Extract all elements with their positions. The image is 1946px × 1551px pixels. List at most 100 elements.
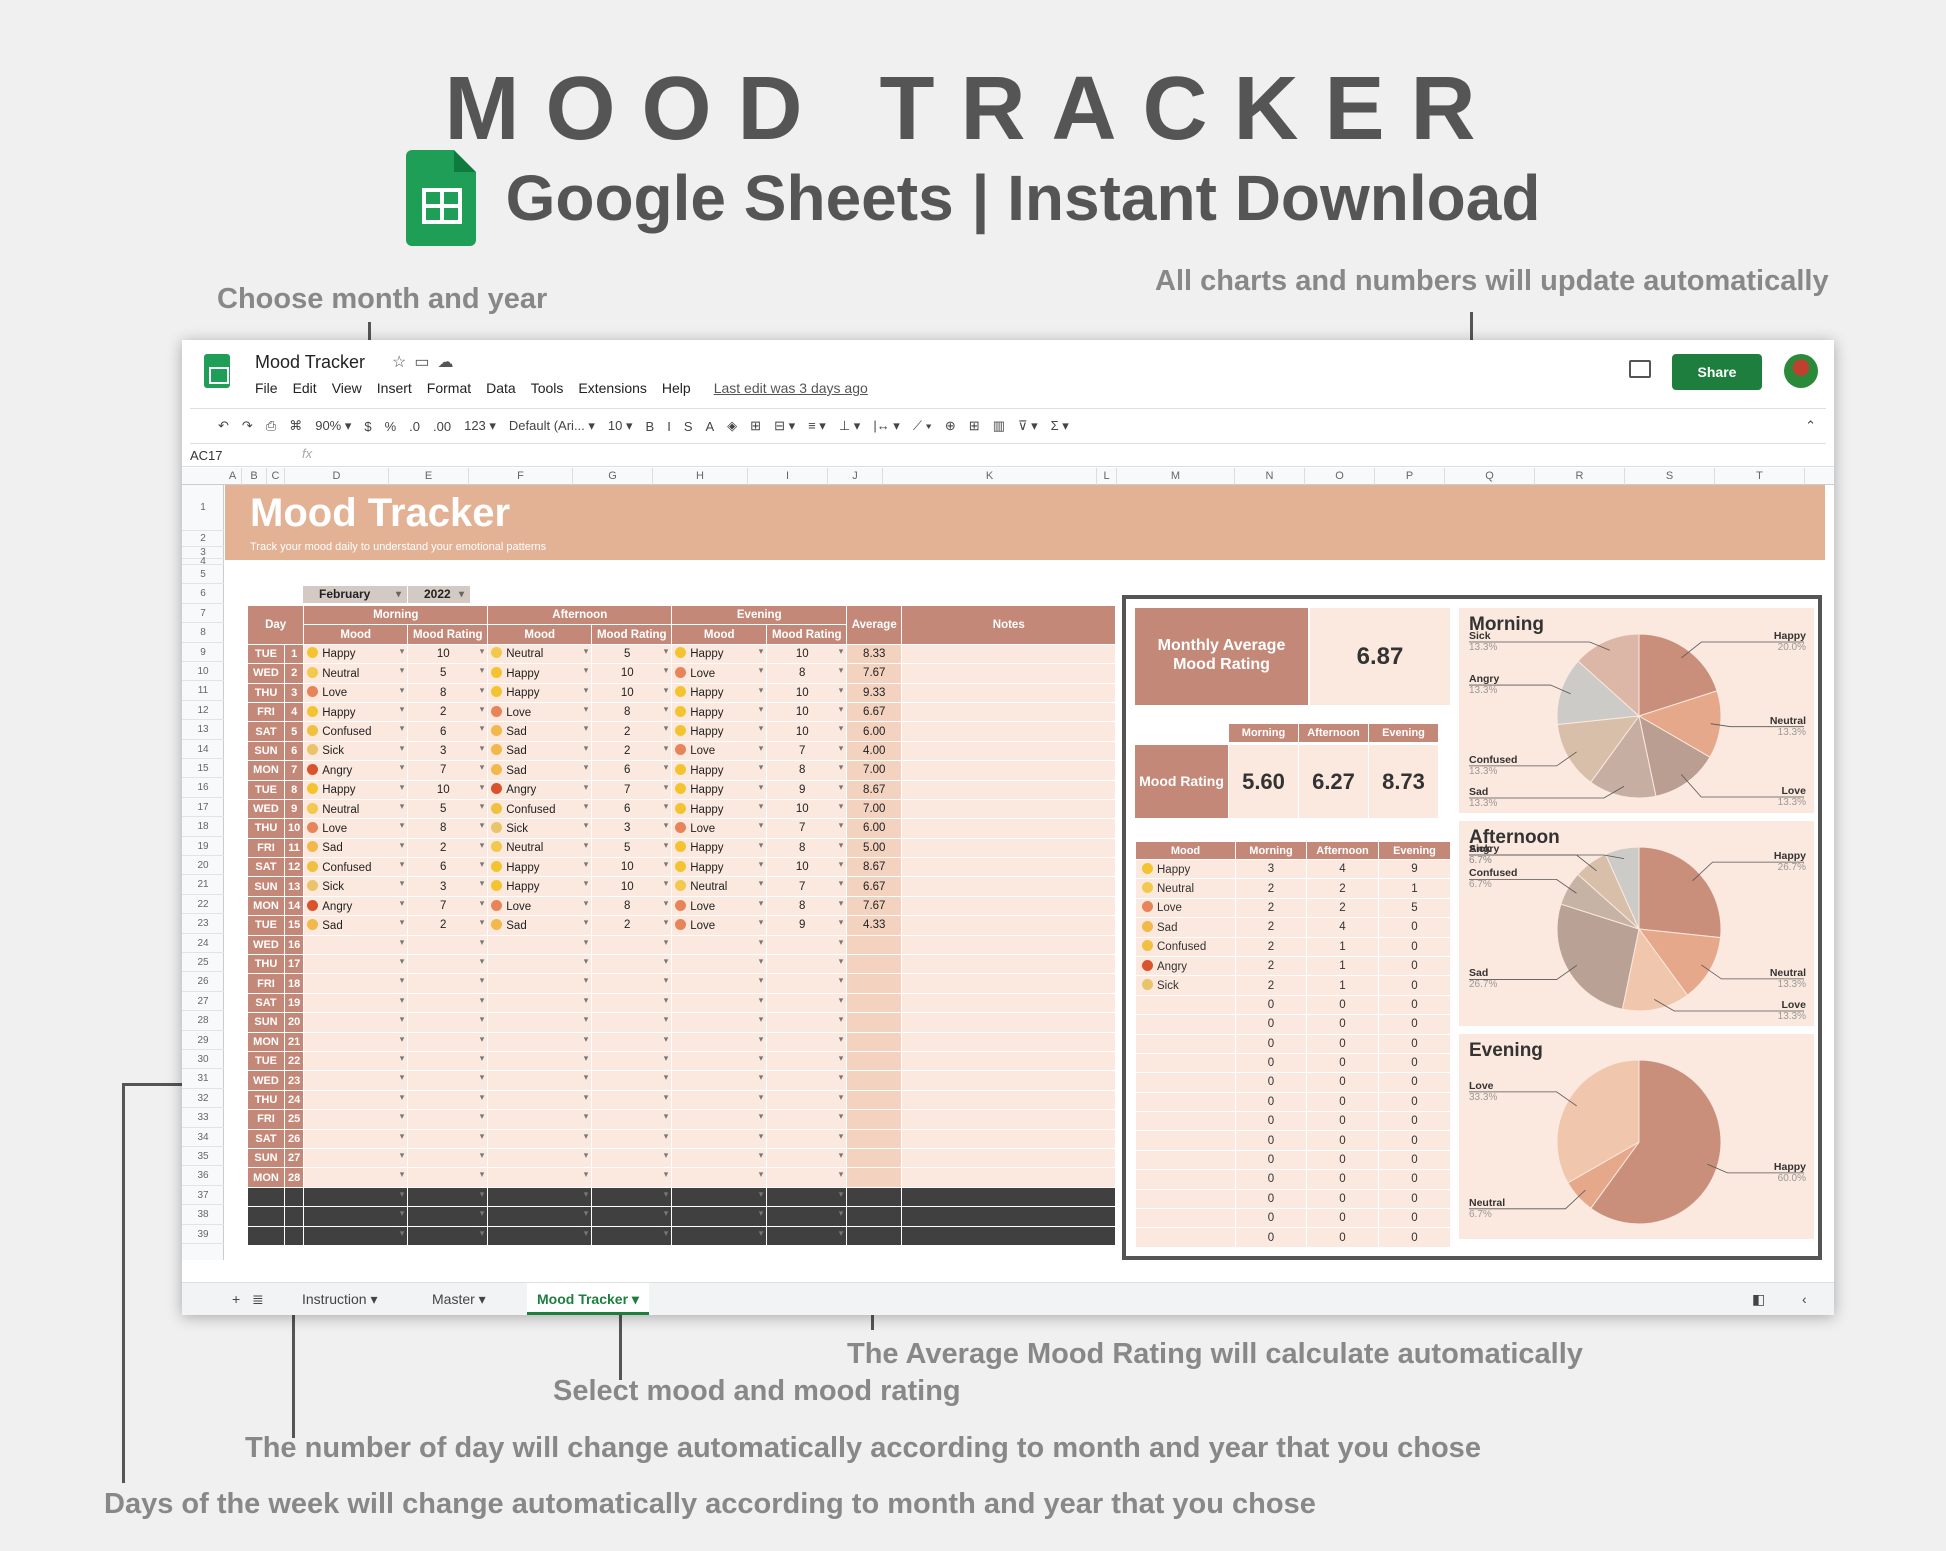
row-header[interactable]: 5 <box>182 565 224 585</box>
mood-select[interactable]: Sad <box>303 837 409 859</box>
row-header[interactable]: 25 <box>182 953 224 973</box>
pie-slice-angry[interactable] <box>1556 660 1641 726</box>
rating-select[interactable]: 8 <box>591 701 673 723</box>
notes-cell[interactable] <box>901 818 1117 839</box>
toolbar-button[interactable]: I <box>667 418 671 434</box>
rating-select[interactable]: 2 <box>407 837 489 859</box>
mood-select[interactable]: Neutral <box>671 876 768 897</box>
row-header[interactable]: 13 <box>182 720 224 740</box>
mood-select[interactable]: Love <box>671 740 768 762</box>
mood-select[interactable]: Happy <box>671 798 768 820</box>
menu-tools[interactable]: Tools <box>530 380 564 396</box>
menu-view[interactable]: View <box>331 380 362 396</box>
empty-cell[interactable] <box>846 1186 903 1208</box>
mood-select[interactable]: Happy <box>487 682 593 703</box>
mood-select[interactable] <box>303 1031 409 1052</box>
mood-select[interactable]: Confused <box>303 857 409 878</box>
notes-cell[interactable] <box>901 1012 1117 1033</box>
rating-select[interactable] <box>766 954 848 975</box>
rating-select[interactable]: 8 <box>766 895 848 917</box>
notes-cell[interactable] <box>901 740 1117 762</box>
rating-select[interactable] <box>766 1167 848 1188</box>
rating-select[interactable] <box>407 934 489 956</box>
column-header[interactable]: I <box>748 468 828 485</box>
mood-select[interactable] <box>303 1167 409 1188</box>
mood-select[interactable]: Love <box>303 682 409 703</box>
menu-format[interactable]: Format <box>426 380 472 396</box>
rating-select[interactable]: 9 <box>766 779 848 800</box>
mood-select[interactable] <box>671 1109 768 1130</box>
empty-cell[interactable] <box>846 1206 903 1227</box>
rating-select[interactable] <box>407 1167 489 1188</box>
mood-select[interactable] <box>487 1070 593 1091</box>
rating-select[interactable] <box>407 1128 489 1149</box>
collapse-toolbar-icon[interactable]: ⌃ <box>1805 418 1816 433</box>
sheets-app-icon[interactable] <box>204 354 230 388</box>
row-header[interactable]: 3 <box>182 547 224 559</box>
rating-select[interactable]: 3 <box>407 740 489 762</box>
pie-slice-happy[interactable] <box>1638 633 1718 717</box>
row-header[interactable]: 23 <box>182 914 224 934</box>
mood-select[interactable] <box>303 1147 409 1169</box>
notes-cell[interactable] <box>901 1089 1117 1111</box>
rating-select[interactable]: 7 <box>766 876 848 897</box>
notes-cell[interactable] <box>901 1167 1117 1188</box>
column-header[interactable]: O <box>1305 468 1375 485</box>
notes-cell[interactable] <box>901 1128 1117 1149</box>
row-header[interactable]: 2 <box>182 531 224 547</box>
mood-select[interactable] <box>671 1089 768 1111</box>
empty-cell[interactable] <box>303 1225 409 1246</box>
mood-select[interactable] <box>303 1012 409 1033</box>
mood-select[interactable]: Happy <box>303 643 409 665</box>
rating-select[interactable] <box>766 1109 848 1130</box>
empty-cell[interactable] <box>247 1206 285 1227</box>
row-header[interactable]: 28 <box>182 1011 224 1031</box>
notes-cell[interactable] <box>901 895 1117 917</box>
mood-select[interactable] <box>671 1031 768 1052</box>
mood-select[interactable]: Angry <box>303 760 409 781</box>
mood-select[interactable]: Happy <box>671 682 768 703</box>
rating-select[interactable]: 6 <box>591 798 673 820</box>
rating-select[interactable]: 7 <box>407 895 489 917</box>
empty-cell[interactable] <box>247 1186 285 1208</box>
menu-extensions[interactable]: Extensions <box>578 380 647 396</box>
explore-icon[interactable]: ◧ <box>1752 1291 1766 1307</box>
rating-select[interactable]: 8 <box>407 682 489 703</box>
row-header[interactable]: 1 <box>182 485 224 531</box>
column-header[interactable]: B <box>242 468 267 485</box>
rating-select[interactable]: 10 <box>591 663 673 684</box>
mood-select[interactable]: Happy <box>303 779 409 800</box>
mood-select[interactable]: Sick <box>303 876 409 897</box>
pie-slice-sick[interactable] <box>1604 846 1640 930</box>
mood-select[interactable] <box>487 973 593 994</box>
avatar[interactable] <box>1784 354 1818 388</box>
mood-select[interactable]: Happy <box>671 857 768 878</box>
notes-cell[interactable] <box>901 992 1117 1014</box>
pie-slice-love[interactable] <box>1621 927 1689 1012</box>
rating-select[interactable]: 8 <box>766 837 848 859</box>
mood-select[interactable]: Sad <box>303 915 409 936</box>
rating-select[interactable]: 7 <box>407 760 489 781</box>
toolbar-button[interactable]: 10 ▾ <box>607 418 633 433</box>
rating-select[interactable] <box>407 992 489 1014</box>
mood-select[interactable]: Sad <box>487 721 593 742</box>
mood-select[interactable]: Neutral <box>303 798 409 820</box>
name-box[interactable]: AC17 <box>190 448 223 463</box>
column-header[interactable]: D <box>285 468 389 485</box>
row-header[interactable]: 24 <box>182 934 224 953</box>
mood-select[interactable] <box>671 1147 768 1169</box>
mood-select[interactable] <box>303 1109 409 1130</box>
mood-select[interactable] <box>303 1050 409 1072</box>
rating-select[interactable]: 10 <box>407 643 489 665</box>
row-header[interactable]: 19 <box>182 837 224 856</box>
rating-select[interactable]: 5 <box>407 663 489 684</box>
notes-cell[interactable] <box>901 1147 1117 1169</box>
row-header[interactable]: 8 <box>182 623 224 643</box>
menu-edit[interactable]: Edit <box>292 380 317 396</box>
empty-cell[interactable] <box>901 1225 1117 1246</box>
rating-select[interactable] <box>591 1012 673 1033</box>
empty-cell[interactable] <box>901 1186 1117 1208</box>
star-icon[interactable]: ☆ <box>392 354 415 371</box>
rating-select[interactable] <box>591 1050 673 1072</box>
mood-select[interactable]: Happy <box>487 663 593 684</box>
